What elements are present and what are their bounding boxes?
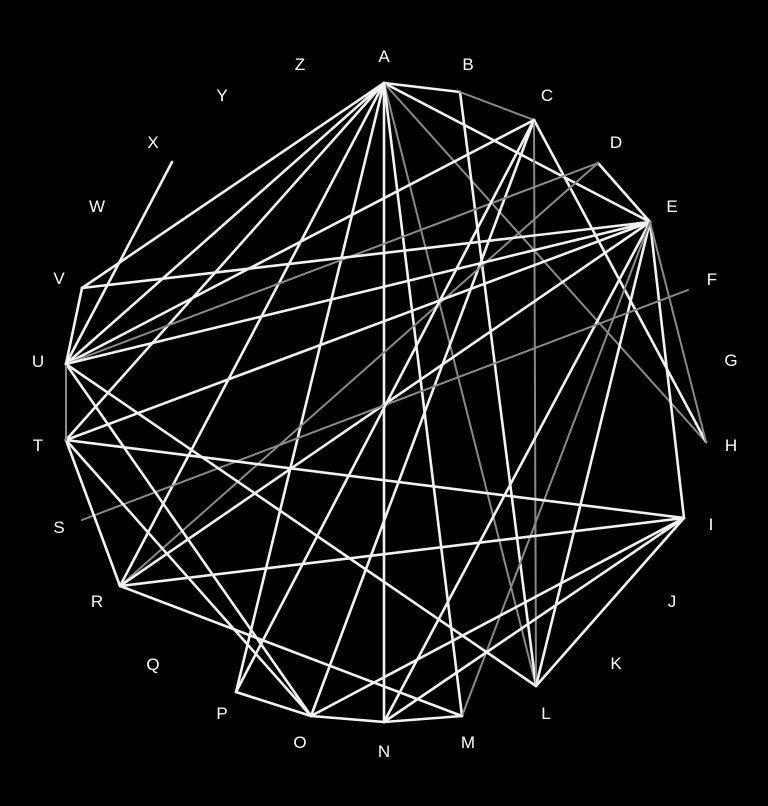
edge-c-o <box>309 118 536 718</box>
edge-r-t <box>64 438 122 588</box>
node-label-v: V <box>53 269 65 288</box>
node-label-x: X <box>147 133 158 152</box>
node-label-layer: A B C D E F G H I J K L M N O P Q R S T … <box>32 47 738 761</box>
node-label-l: L <box>541 704 550 723</box>
edge-a-b <box>382 81 462 94</box>
edge-e-v <box>80 220 652 290</box>
edge-b-c <box>459 91 535 121</box>
node-label-a: A <box>378 47 390 66</box>
edge-o-u <box>64 362 313 718</box>
edge-i-o <box>309 516 686 718</box>
edge-i-l <box>534 516 686 688</box>
edge-m-n <box>382 714 464 724</box>
node-label-o: O <box>293 733 306 752</box>
edge-p-c <box>234 118 536 694</box>
node-label-c: C <box>541 86 553 105</box>
edge-b-l <box>458 90 538 688</box>
edge-i-n <box>382 516 686 724</box>
edge-d-e <box>596 161 652 224</box>
edge-a-r <box>118 81 386 588</box>
node-label-d: D <box>610 133 622 152</box>
node-label-p: P <box>216 704 227 723</box>
node-label-g: G <box>724 351 737 370</box>
edge-e-n <box>382 220 652 724</box>
node-label-u: U <box>32 352 44 371</box>
edge-u-x <box>64 160 174 366</box>
edge-m-r <box>118 584 464 718</box>
edge-o-t <box>64 438 313 718</box>
node-label-r: R <box>91 592 103 611</box>
node-label-t: T <box>33 436 43 455</box>
edge-l-u <box>64 362 538 688</box>
node-label-f: F <box>707 270 717 289</box>
node-label-i: I <box>709 515 714 534</box>
node-label-y: Y <box>216 86 227 105</box>
edge-e-h <box>649 221 707 443</box>
node-label-n: N <box>378 742 390 761</box>
node-label-j: J <box>668 592 677 611</box>
edge-i-t <box>64 438 686 520</box>
node-label-k: K <box>610 654 622 673</box>
node-label-b: B <box>462 55 473 74</box>
edge-layer <box>64 81 708 724</box>
edge-e-i <box>648 220 686 520</box>
node-label-s: S <box>53 518 64 537</box>
edge-a-m <box>382 81 464 718</box>
edge-e-u <box>64 220 652 366</box>
edge-n-o <box>309 714 386 724</box>
node-label-w: W <box>89 197 105 216</box>
edge-a-t <box>64 81 386 442</box>
edge-e-l <box>534 220 652 688</box>
edge-d-r <box>119 162 599 587</box>
node-label-q: Q <box>146 655 159 674</box>
node-label-e: E <box>666 197 677 216</box>
node-label-m: M <box>461 733 475 752</box>
edge-a-v <box>80 81 386 290</box>
edge-o-p <box>234 690 313 718</box>
node-label-z: Z <box>295 55 305 74</box>
edge-e-t <box>64 220 652 442</box>
edge-a-p <box>234 81 386 694</box>
edge-a-u <box>64 81 386 366</box>
node-label-h: H <box>725 436 737 455</box>
edge-c-u <box>64 118 536 366</box>
edge-d-u <box>65 162 599 365</box>
edge-u-v <box>64 286 84 366</box>
edge-e-m <box>461 221 651 717</box>
edge-c-l <box>533 119 537 687</box>
